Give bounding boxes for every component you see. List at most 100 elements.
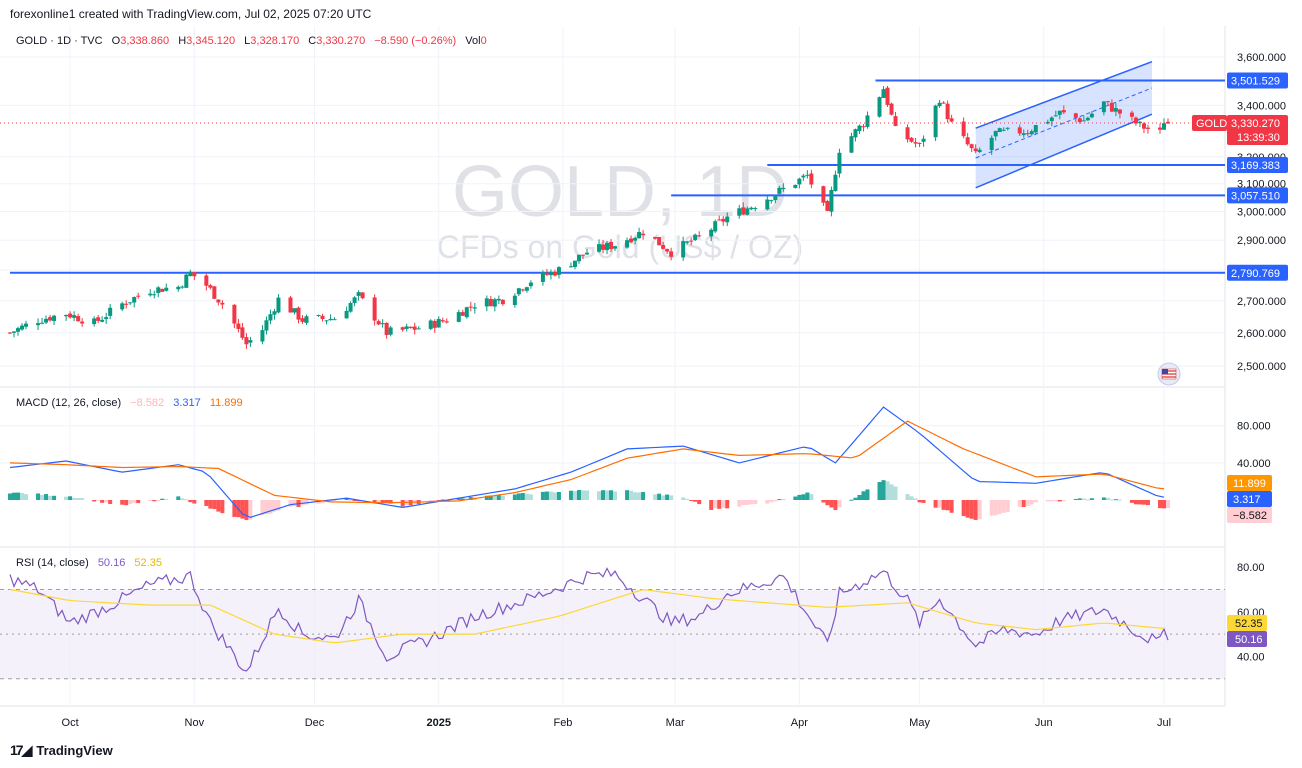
- candle-body: [348, 303, 353, 312]
- candle-body: [781, 187, 786, 190]
- candle-body: [304, 316, 309, 323]
- tradingview-footer[interactable]: 17◢ TradingView: [10, 742, 113, 759]
- candle-body: [324, 320, 329, 322]
- candle-body: [176, 286, 181, 290]
- macd-histogram-bar: [653, 494, 658, 500]
- candle-body: [164, 287, 169, 291]
- candle-body: [12, 331, 17, 333]
- candle-body: [653, 236, 658, 239]
- macd-histogram-bar: [797, 494, 802, 500]
- macd-histogram-bar: [124, 500, 129, 506]
- x-tick-label: Dec: [305, 717, 325, 729]
- chart-area[interactable]: GOLD, 1D CFDs on Gold (US$ / OZ) Oct Nov D…: [0, 26, 1302, 740]
- candle-body: [444, 321, 449, 323]
- macd-histogram-bar: [1137, 500, 1142, 505]
- macd-histogram-bar: [320, 500, 325, 504]
- rsi-legend-title: RSI (14, close): [16, 557, 89, 569]
- candle-body: [865, 115, 870, 127]
- candle-body: [721, 218, 726, 222]
- macd-histogram-bar: [877, 482, 882, 500]
- macd-histogram-bar: [556, 491, 561, 500]
- candle-body: [1133, 117, 1138, 124]
- macd-histogram-bar: [20, 493, 25, 500]
- candle-body: [893, 116, 898, 126]
- current-price-tag: [1227, 114, 1288, 145]
- candle-body: [8, 332, 12, 334]
- candle-body: [468, 306, 473, 308]
- macd-histogram-bar: [637, 492, 642, 500]
- macd-histogram-bar: [148, 500, 153, 501]
- candle-body: [156, 287, 161, 294]
- candle-body: [440, 320, 445, 322]
- macd-histogram-bar: [937, 500, 942, 508]
- macd-histogram-bar: [997, 500, 1002, 515]
- macd-histogram-bar: [68, 496, 73, 500]
- candle-body: [584, 252, 589, 255]
- macd-histogram-bar: [773, 500, 778, 502]
- candle-body: [380, 323, 385, 325]
- macd-histogram-bar: [689, 500, 694, 501]
- macd-histogram-bar: [16, 492, 21, 500]
- macd-histogram-bar: [160, 498, 165, 500]
- channel-fill: [975, 61, 1152, 188]
- macd-histogram-bar: [1081, 498, 1086, 500]
- price-tick-label: 3,400.000: [1237, 100, 1286, 112]
- candle-body: [372, 297, 377, 321]
- macd-histogram-bar: [1017, 500, 1022, 507]
- candle-body: [905, 127, 910, 140]
- tradingview-logo-icon: 17◢: [10, 742, 32, 758]
- candle-body: [264, 320, 269, 331]
- us-flag-icon[interactable]: [1157, 362, 1181, 386]
- candle-body: [1029, 131, 1034, 135]
- macd-histogram-bar: [80, 498, 85, 500]
- macd-histogram-bar: [120, 500, 125, 505]
- macd-histogram-bar: [76, 498, 81, 500]
- candle-body: [488, 299, 493, 307]
- watermark-subtitle: CFDs on Gold (US$ / OZ): [437, 229, 803, 265]
- candle-body: [1045, 121, 1050, 124]
- candle-body: [1129, 112, 1134, 117]
- macd-histogram-bar: [72, 497, 77, 500]
- candle-body: [1113, 108, 1118, 112]
- candle-body: [737, 208, 742, 216]
- candle-body: [576, 254, 581, 262]
- header-bar: forexonline1 created with TradingView.co…: [0, 0, 1302, 26]
- macd-histogram-bar: [977, 500, 982, 520]
- macd-histogram-bar: [272, 500, 277, 512]
- candle-body: [416, 328, 421, 330]
- macd-histogram-bar: [933, 500, 938, 508]
- candle-body: [969, 144, 974, 149]
- candle-body: [661, 245, 666, 249]
- candle-body: [80, 321, 85, 324]
- macd-histogram-bar: [641, 492, 646, 500]
- candle-body: [809, 173, 814, 185]
- macd-histogram-bar: [1057, 500, 1062, 502]
- macd-histogram-bar: [833, 500, 838, 510]
- macd-histogram-bar: [460, 498, 465, 500]
- candle-body: [977, 149, 982, 153]
- candle-body: [825, 201, 830, 211]
- candle-body: [1101, 101, 1106, 113]
- x-tick-label: Nov: [185, 717, 205, 729]
- candle-body: [236, 323, 241, 329]
- macd-histogram-bar: [108, 500, 113, 504]
- macd-histogram-bar: [344, 498, 349, 500]
- macd-histogram-bar: [849, 499, 854, 501]
- legend-low: 3,328.170: [250, 35, 299, 47]
- rsi-ma-line: [9, 588, 1165, 644]
- candle-body: [793, 184, 798, 188]
- macd-histogram-bar: [669, 495, 674, 500]
- macd-histogram-bar: [941, 500, 946, 510]
- candle-body: [829, 189, 834, 212]
- macd-histogram-bar: [240, 500, 245, 519]
- candle-body: [512, 295, 517, 306]
- macd-histogram-bar: [244, 500, 249, 521]
- candle-body: [625, 240, 630, 248]
- macd-histogram-bar: [104, 500, 109, 503]
- candle-body: [1073, 113, 1078, 118]
- candle-body: [148, 293, 153, 296]
- candle-body: [384, 322, 389, 336]
- candle-body: [605, 242, 610, 251]
- candle-body: [949, 118, 954, 122]
- macd-histogram-bar: [613, 491, 618, 500]
